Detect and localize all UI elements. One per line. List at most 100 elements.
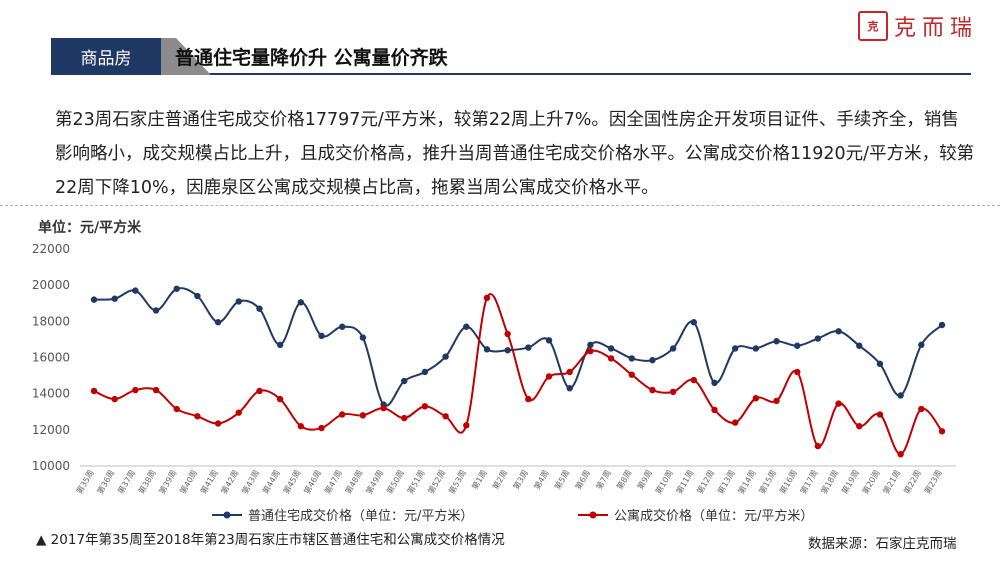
x-tick-label: 第15周 — [757, 468, 779, 496]
data-point-residential — [731, 345, 739, 352]
legend-label-residential: 普通住宅成交价格（单位：元/平方米） — [248, 509, 474, 524]
x-tick-label: 第6周 — [573, 468, 592, 491]
data-point-residential — [256, 305, 263, 312]
data-point-apartment — [731, 419, 739, 426]
data-point-apartment — [463, 422, 470, 429]
data-point-apartment — [338, 411, 346, 418]
data-point-residential — [607, 345, 615, 352]
header-underline — [51, 73, 971, 75]
data-point-residential — [938, 321, 946, 329]
y-tick-label: 10000 — [32, 459, 70, 473]
x-tick-label: 第37周 — [115, 468, 137, 496]
data-point-apartment — [711, 406, 718, 414]
description-text: 第23周石家庄普通住宅成交价格17797元/平方米，较第22周上升7%。因全国性… — [55, 110, 975, 198]
x-tick-label: 第9周 — [635, 468, 654, 491]
x-tick-label: 第22周 — [901, 468, 923, 496]
data-point-residential — [152, 307, 160, 314]
data-point-residential — [90, 296, 98, 303]
y-tick-label: 22000 — [32, 242, 70, 256]
x-tick-label: 第20周 — [860, 468, 882, 496]
x-tick-label: 第13周 — [715, 468, 737, 496]
x-tick-label: 第47周 — [322, 468, 344, 496]
data-point-apartment — [897, 451, 904, 458]
data-point-residential — [794, 342, 801, 349]
data-point-residential — [504, 347, 511, 354]
x-tick-label: 第19周 — [839, 468, 861, 496]
x-tick-label: 第39周 — [157, 468, 179, 496]
x-tick-label: 第41周 — [198, 468, 220, 496]
data-point-residential — [752, 345, 760, 352]
series-line-apartment — [93, 293, 943, 456]
data-point-residential — [338, 323, 346, 330]
data-point-residential — [876, 360, 884, 368]
data-point-apartment — [152, 386, 160, 394]
section-tag: 商品房 — [51, 38, 161, 75]
x-tick-label: 第44周 — [260, 468, 282, 496]
data-point-residential — [587, 341, 594, 349]
x-tick-label: 第4周 — [532, 468, 551, 491]
data-point-apartment — [938, 428, 946, 435]
x-tick-label: 第3周 — [511, 468, 530, 491]
data-point-apartment — [421, 403, 429, 410]
data-point-residential — [690, 319, 698, 326]
data-point-residential — [525, 344, 532, 351]
data-point-apartment — [442, 413, 449, 420]
legend-marker-apartment — [578, 511, 608, 518]
x-tick-label: 第53周 — [446, 468, 468, 496]
data-point-residential — [669, 345, 677, 352]
data-point-apartment — [483, 294, 491, 302]
x-tick-label: 第38周 — [136, 468, 158, 496]
data-point-residential — [235, 298, 242, 305]
data-point-apartment — [276, 395, 284, 403]
data-point-apartment — [876, 411, 884, 418]
data-point-residential — [566, 385, 573, 392]
data-point-apartment — [918, 405, 925, 413]
data-point-residential — [111, 295, 118, 302]
x-tick-label: 第23周 — [922, 468, 944, 496]
x-tick-label: 第46周 — [301, 468, 323, 496]
data-point-apartment — [752, 394, 760, 402]
x-tick-label: 第7周 — [594, 468, 613, 491]
data-point-apartment — [835, 400, 842, 407]
x-tick-label: 第43周 — [239, 468, 261, 496]
data-point-apartment — [669, 388, 677, 396]
data-point-apartment — [318, 424, 325, 432]
x-tick-label: 第45周 — [281, 468, 303, 496]
data-point-apartment — [794, 368, 801, 376]
x-tick-label: 第2周 — [490, 468, 509, 491]
brand-logo: 克 克而瑞 — [858, 10, 978, 42]
data-point-residential — [897, 392, 904, 399]
data-point-residential — [773, 338, 780, 345]
x-tick-label: 第21周 — [881, 468, 903, 496]
data-point-apartment — [132, 386, 139, 394]
data-point-residential — [297, 299, 305, 306]
data-point-residential — [814, 335, 822, 342]
data-point-residential — [276, 341, 284, 349]
x-tick-label: 第14周 — [736, 468, 758, 496]
x-tick-label: 第5周 — [552, 468, 571, 491]
data-point-residential — [856, 342, 863, 349]
legend-item-apartment: 公寓成交价格（单位：元/平方米） — [578, 505, 813, 524]
x-tick-label: 第51周 — [405, 468, 427, 496]
x-tick-label: 第42周 — [219, 468, 241, 496]
legend-marker-residential — [212, 511, 242, 518]
y-tick-label: 14000 — [32, 387, 70, 401]
x-tick-label: 第36周 — [95, 468, 117, 496]
data-point-apartment — [173, 405, 180, 413]
data-point-residential — [442, 353, 449, 360]
data-point-apartment — [235, 409, 242, 416]
page-title: 普通住宅量降价升 公寓量价齐跌 — [175, 47, 448, 69]
brand-name: 克而瑞 — [894, 16, 979, 41]
data-point-residential — [649, 357, 656, 364]
y-axis-unit-label: 单位：元/平方米 — [38, 220, 142, 236]
data-point-apartment — [649, 386, 656, 394]
legend-item-residential: 普通住宅成交价格（单位：元/平方米） — [212, 505, 473, 524]
dashed-divider — [0, 205, 1000, 206]
x-tick-label: 第35周 — [74, 468, 96, 496]
data-point-apartment — [90, 387, 98, 395]
data-point-residential — [214, 319, 222, 326]
data-point-residential — [918, 341, 925, 349]
data-point-apartment — [359, 412, 367, 419]
data-point-apartment — [504, 330, 511, 338]
data-point-residential — [545, 337, 553, 344]
